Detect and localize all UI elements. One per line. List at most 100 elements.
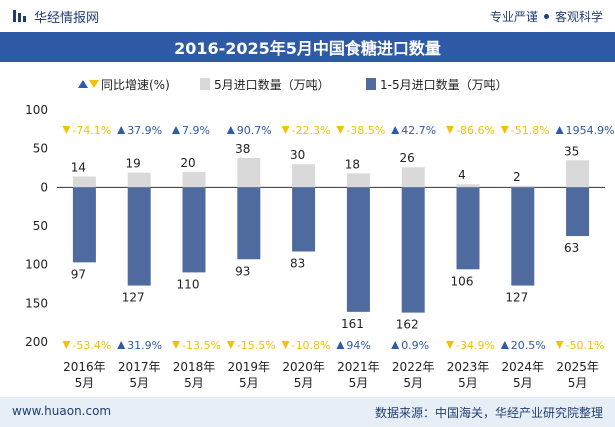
cum-bar [511, 187, 535, 286]
may-value-label: 30 [290, 148, 305, 162]
brand[interactable]: 华经情报网 [12, 7, 100, 26]
growth-down-triangle-icon [500, 126, 509, 134]
growth-up-triangle-icon [391, 126, 400, 134]
cum-growth-label: -50.1% [566, 339, 605, 352]
may-bar [566, 160, 590, 188]
x-tick-label: 5月 [513, 376, 533, 390]
cum-value-label: 127 [505, 291, 528, 305]
x-tick-label: 5月 [239, 376, 259, 390]
cum-growth-label: 0.9% [401, 339, 429, 352]
x-tick-label: 2024年 [502, 360, 545, 374]
slogan-2: 客观科学 [554, 10, 603, 24]
x-tick-label: 2018年 [173, 360, 216, 374]
growth-down-triangle-icon [172, 341, 180, 349]
cum-bar [72, 187, 96, 263]
may-bar [237, 157, 261, 188]
y-tick-label: 150 [25, 296, 48, 310]
cum-growth-label: -10.8% [292, 339, 331, 352]
y-tick-label: 200 [25, 335, 48, 349]
growth-up-triangle-icon [117, 341, 126, 349]
chart-title: 2016-2025年5月中国食糖进口数量 [174, 39, 441, 58]
may-bar [127, 172, 151, 188]
x-tick-label: 5月 [184, 376, 204, 390]
growth-down-triangle-icon [555, 341, 564, 349]
may-bar [511, 185, 535, 188]
cum-bar [182, 187, 206, 273]
x-tick-label: 2016年 [63, 360, 106, 374]
chart-svg: 同比增速(%) 5月进口数量（万吨） 1-5月进口数量（万吨） 100 50 0 50 100… [25, 77, 615, 390]
may-growth-label: 42.7% [401, 124, 436, 137]
x-tick-label: 2017年 [118, 360, 161, 374]
cum-bar [292, 187, 316, 252]
growth-up-triangle-icon [391, 341, 400, 349]
brand-logo-icon [13, 10, 26, 22]
growth-up-triangle-icon [172, 126, 180, 134]
may-value-label: 38 [235, 142, 250, 156]
cum-growth-label: -34.9% [456, 339, 495, 352]
may-growth-label: -22.3% [292, 124, 331, 137]
legend-down-triangle-icon [89, 80, 99, 88]
may-growth-label: 90.7% [237, 124, 272, 137]
x-tick-label: 5月 [75, 376, 95, 390]
y-tick-label: 50 [33, 219, 48, 233]
may-bar [401, 167, 425, 188]
x-tick-label: 5月 [403, 376, 423, 390]
legend-may-label: 5月进口数量（万吨） [214, 77, 330, 92]
may-growth-label: -51.8% [511, 124, 550, 137]
x-tick-label: 2025年 [556, 360, 599, 374]
growth-down-triangle-icon [226, 341, 235, 349]
may-bar [72, 176, 96, 188]
legend-up-triangle-icon [78, 80, 88, 88]
cum-growth-label: 94% [346, 339, 370, 352]
growth-down-triangle-icon [281, 126, 290, 134]
x-tick-label: 5月 [568, 376, 588, 390]
growth-down-triangle-icon [62, 126, 71, 134]
may-growth-label: -74.1% [72, 124, 111, 137]
legend-may-swatch [200, 78, 210, 90]
legend-cum-label: 1-5月进口数量（万吨） [380, 77, 508, 92]
footer-website-link[interactable]: www.huaon.com [12, 404, 112, 418]
growth-down-triangle-icon [336, 126, 345, 134]
cum-bar [566, 187, 590, 237]
may-growth-label: 1954.9% [566, 124, 615, 137]
cum-growth-label: 20.5% [511, 339, 546, 352]
x-tick-label: 5月 [349, 376, 369, 390]
cum-value-label: 162 [396, 318, 419, 332]
growth-up-triangle-icon [555, 126, 564, 134]
growth-up-triangle-icon [336, 341, 345, 349]
cum-value-label: 83 [290, 257, 305, 271]
y-tick-label: 50 [33, 142, 48, 156]
cum-value-label: 63 [564, 241, 579, 255]
may-bar [346, 173, 370, 188]
top-right-slogans: 专业严谨 客观科学 [490, 8, 603, 25]
chart-title-band: 2016-2025年5月中国食糖进口数量 [0, 32, 615, 62]
may-value-label: 20 [180, 156, 195, 170]
x-tick-label: 2022年 [392, 360, 435, 374]
footer: www.huaon.com 数据来源：中国海关，华经产业研究院整理 [0, 397, 615, 427]
growth-up-triangle-icon [500, 341, 509, 349]
cum-value-label: 127 [122, 291, 145, 305]
growth-down-triangle-icon [281, 341, 290, 349]
x-tick-label: 2021年 [337, 360, 380, 374]
slogan-1: 专业严谨 [489, 10, 538, 24]
legend-cum-swatch [366, 78, 376, 90]
cum-value-label: 97 [71, 267, 86, 281]
chart-area: 同比增速(%) 5月进口数量（万吨） 1-5月进口数量（万吨） 100 50 0 50 100… [0, 62, 615, 397]
may-growth-label: -38.5% [346, 124, 385, 137]
brand-name: 华经情报网 [34, 10, 100, 26]
cum-growth-label: -13.5% [182, 339, 221, 352]
may-bar [456, 184, 480, 188]
x-tick-label: 5月 [294, 376, 314, 390]
may-growth-label: -86.6% [456, 124, 495, 137]
y-tick-label: 100 [25, 103, 48, 117]
may-value-label: 2 [513, 170, 521, 184]
y-tick-label: 100 [25, 258, 48, 272]
growth-down-triangle-icon [62, 341, 71, 349]
x-tick-label: 5月 [458, 376, 478, 390]
cum-value-label: 106 [451, 274, 474, 288]
cum-value-label: 110 [177, 277, 200, 291]
cum-growth-label: -53.4% [72, 339, 111, 352]
may-value-label: 19 [126, 157, 141, 171]
x-tick-label: 2019年 [228, 360, 271, 374]
may-value-label: 4 [458, 168, 466, 182]
